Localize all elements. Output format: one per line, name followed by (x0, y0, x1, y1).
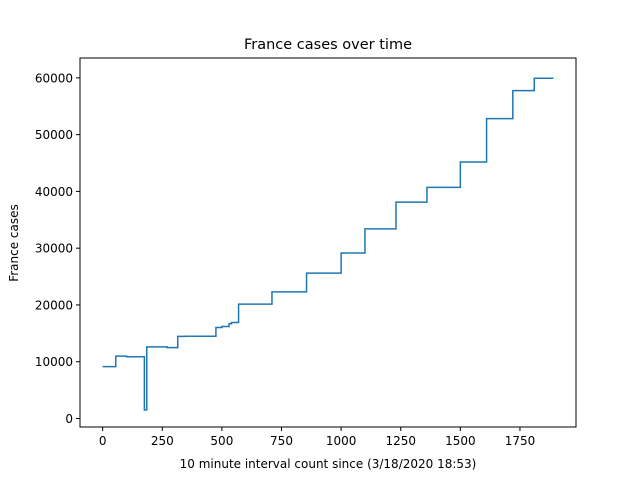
x-tick-label: 250 (151, 434, 174, 448)
plot-frame (79, 57, 577, 428)
chart-title: France cases over time (244, 37, 412, 53)
y-tick-label: 60000 (35, 71, 73, 85)
y-tick-label: 40000 (35, 185, 73, 199)
series-line (102, 77, 554, 411)
x-tick-label: 1000 (326, 434, 357, 448)
axis-ticks: 0 250 500 750 1000 1250 1500 1750 0 10000 20000 300… (35, 71, 535, 448)
x-tick-label: 750 (270, 434, 293, 448)
x-tick-label: 500 (210, 434, 233, 448)
y-tick-label: 0 (65, 412, 73, 426)
series-group (102, 77, 554, 411)
x-tick-label: 0 (99, 434, 107, 448)
y-tick-label: 20000 (35, 298, 73, 312)
x-tick-label: 1500 (445, 434, 476, 448)
x-axis-label: 10 minute interval count since (3/18/202… (180, 457, 477, 471)
y-tick-label: 50000 (35, 128, 73, 142)
x-tick-label: 1750 (505, 434, 536, 448)
y-tick-label: 30000 (35, 242, 73, 256)
x-tick-label: 1250 (385, 434, 416, 448)
y-axis-label: France cases (7, 204, 21, 282)
y-tick-label: 10000 (35, 355, 73, 369)
